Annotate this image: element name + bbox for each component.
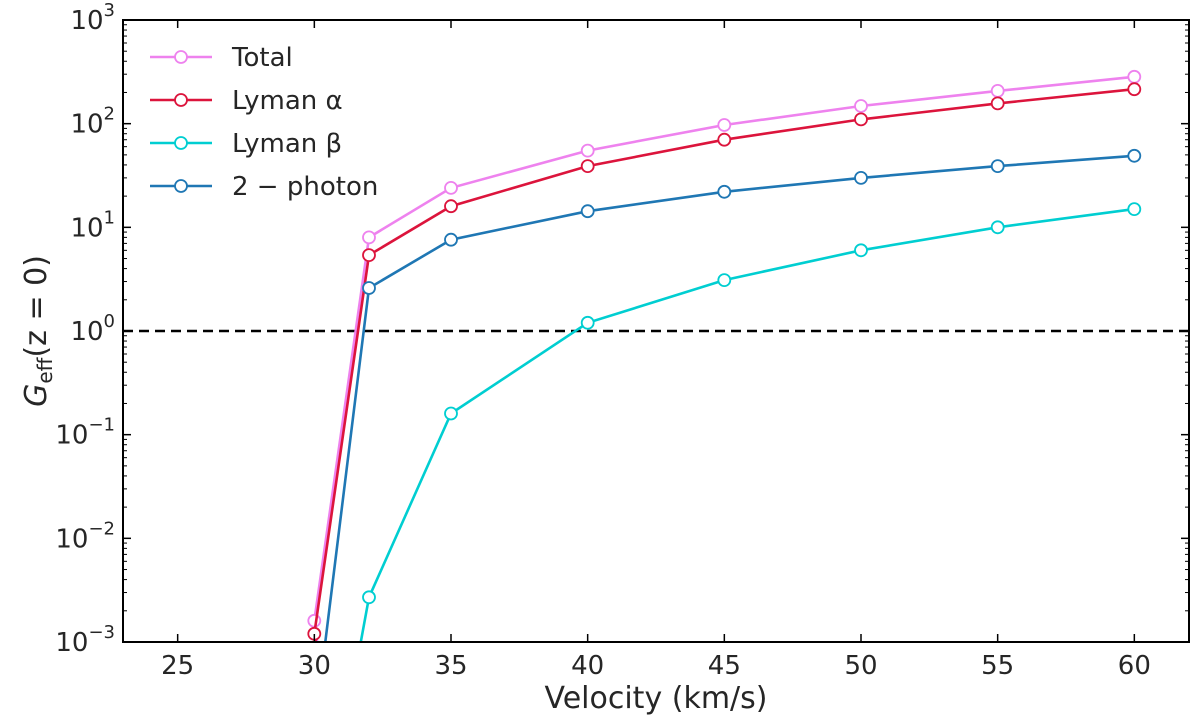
y-tick-label: 101 [70,207,115,243]
legend-item: Lyman α [150,86,343,116]
legend-swatch-marker [174,93,188,107]
series-line [324,154,1135,642]
data-point [854,170,868,185]
series-line [312,87,1135,642]
data-point [362,590,376,605]
series-3 [324,148,1142,642]
legend-label: Lyman β [232,129,342,159]
legend-item: Total [150,43,293,73]
data-point [444,199,458,214]
data-point [717,132,732,147]
data-point [444,180,458,195]
tick-layer: 25 30 35 40 45 50 55 60 10−3 10−2 10−1 100 101 102 103 [55,0,1189,681]
legend: Total Lyman α Lyman β 2 − photon [150,43,378,202]
x-tick-label: 40 [571,651,604,681]
data-point [362,230,376,245]
data-point [362,281,376,295]
y-tick-label: 100 [70,311,115,347]
data-point [854,112,868,127]
legend-label: 2 − photon [232,172,378,202]
legend-swatch-marker [174,136,188,150]
legend-label: Total [231,43,293,73]
series-line [312,75,1135,642]
y-tick-label: 10−1 [55,415,115,451]
data-point [580,159,595,174]
x-axis-title: Velocity (km/s) [545,681,768,716]
x-tick-label: 30 [298,651,331,681]
data-point [580,315,595,330]
data-point [990,159,1005,174]
data-point [990,96,1005,111]
data-point [990,220,1005,235]
x-tick-label: 25 [161,651,194,681]
legend-swatch-marker [174,50,188,64]
legend-item: Lyman β [150,129,342,159]
x-tick-label: 45 [708,651,741,681]
legend-swatch-marker [174,179,188,193]
series-2 [359,202,1142,642]
y-tick-label: 10−2 [55,518,115,554]
y-tick-label: 102 [70,104,115,140]
x-tick-label: 50 [844,651,877,681]
series-0 [307,69,1142,642]
data-point [854,243,868,258]
legend-item: 2 − photon [150,172,378,202]
y-tick-label: 10−3 [55,622,115,658]
y-tick-label: 103 [70,0,115,36]
legend-label: Lyman α [232,86,343,116]
y-axis-title: Geff(z = 0) [19,255,57,407]
data-point [444,406,458,421]
data-point [444,232,458,247]
data-point [580,143,595,158]
x-tick-label: 35 [434,651,467,681]
data-point [1127,82,1142,97]
data-point [1127,148,1142,163]
series-line [359,207,1135,642]
data-point [717,273,732,288]
series-1 [307,82,1142,642]
data-point [1127,69,1142,84]
x-tick-label: 55 [981,651,1014,681]
data-point [990,84,1005,98]
data-point [854,99,868,113]
data-point [717,184,732,199]
data-point [362,248,376,263]
series-layer [307,69,1142,642]
x-tick-label: 60 [1118,651,1151,681]
data-point [580,204,595,219]
data-point [1127,202,1142,217]
data-point [717,118,732,132]
